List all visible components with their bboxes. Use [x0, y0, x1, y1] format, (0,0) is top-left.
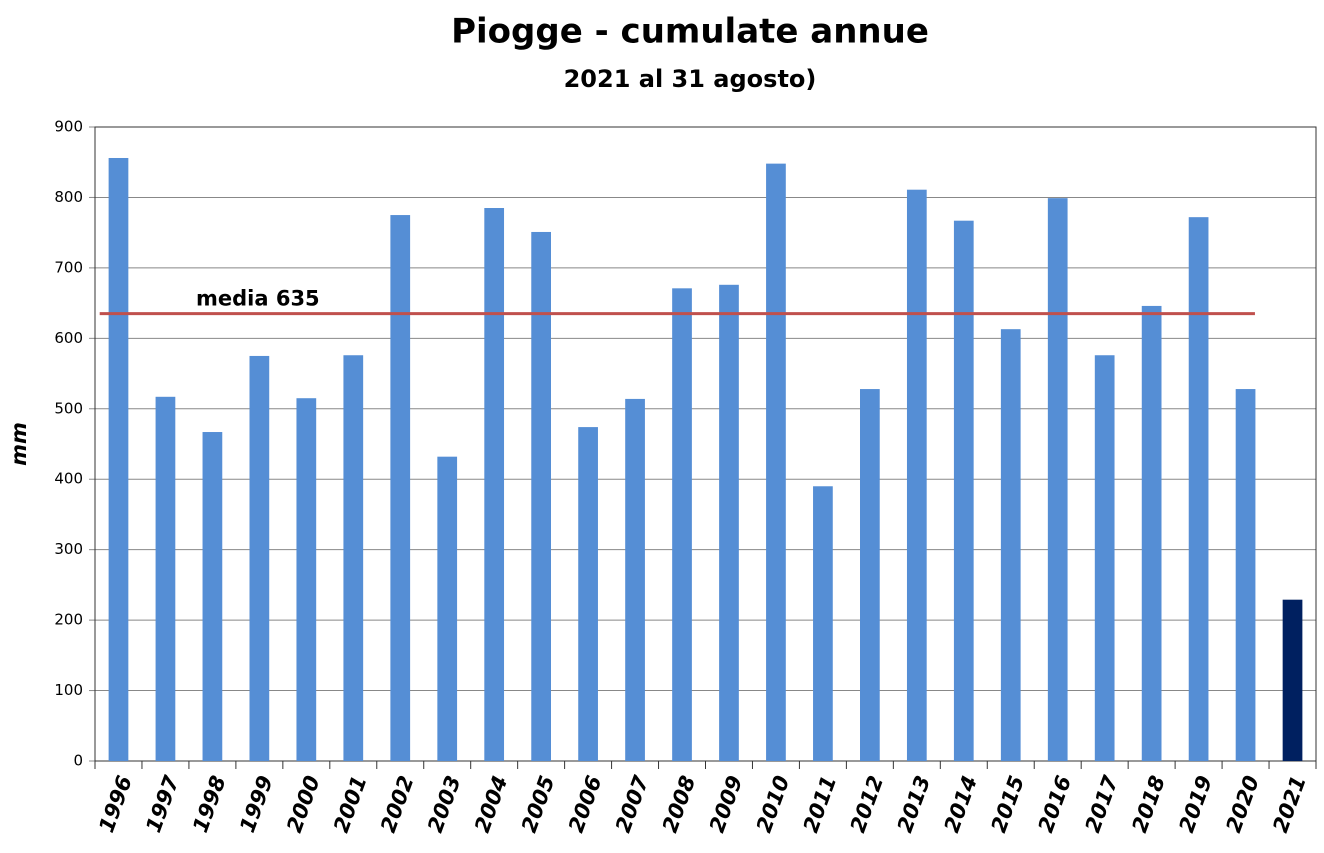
bar — [1094, 355, 1115, 761]
bar — [155, 396, 176, 761]
y-axis-label: mm — [7, 422, 31, 466]
x-tick-label: 2006 — [564, 773, 607, 836]
bar — [202, 432, 223, 761]
x-tick-label: 2018 — [1127, 773, 1170, 836]
x-tick-label: 1997 — [141, 772, 184, 835]
bar — [531, 231, 551, 761]
bar — [484, 208, 505, 761]
x-tick-label: 2001 — [329, 773, 372, 836]
x-tick-label: 2015 — [987, 773, 1030, 836]
y-tick-label: 300 — [54, 540, 83, 558]
bar — [343, 355, 364, 761]
x-tick-label: 2013 — [893, 773, 936, 836]
x-tick-label: 2017 — [1080, 772, 1123, 835]
chart-subtitle: 2021 al 31 agosto) — [564, 65, 817, 93]
bar — [1000, 329, 1021, 761]
bar — [766, 163, 786, 761]
bar — [390, 215, 411, 762]
plot-border — [94, 126, 1317, 762]
bar — [719, 284, 739, 761]
chart-title: Piogge - cumulate annue — [451, 12, 929, 52]
bar — [953, 220, 974, 762]
bar — [108, 157, 129, 762]
bar — [813, 486, 833, 761]
y-tick-label: 600 — [54, 329, 83, 347]
x-tick-label: 2019 — [1174, 773, 1217, 836]
bar — [1235, 389, 1256, 761]
y-tick-label: 100 — [54, 681, 83, 699]
x-tick-label: 2014 — [940, 773, 983, 836]
bar — [625, 398, 645, 761]
bar — [437, 456, 458, 761]
y-tick-label: 800 — [54, 188, 83, 206]
x-tick-label: 2007 — [611, 772, 654, 835]
x-tick-label: 2011 — [799, 773, 842, 836]
y-tick-label: 0 — [73, 752, 83, 770]
x-tick-label: 2010 — [752, 773, 795, 836]
bar — [1282, 599, 1303, 761]
bar — [1141, 305, 1162, 761]
bar — [296, 398, 317, 761]
x-tick-label: 2004 — [470, 773, 513, 836]
y-tick-label: 400 — [54, 470, 83, 488]
x-tick-label: 2003 — [423, 773, 466, 836]
bar — [578, 427, 598, 761]
x-tick-label: 1999 — [235, 773, 278, 836]
bar — [860, 389, 880, 761]
x-tick-label: 2009 — [705, 773, 748, 836]
x-tick-label: 2012 — [846, 773, 889, 836]
reference-label: media 635 — [196, 287, 320, 311]
bar — [1188, 217, 1209, 761]
x-tick-label: 2000 — [282, 773, 325, 836]
x-tick-label: 2002 — [376, 773, 419, 836]
x-tick-label: 1998 — [188, 773, 231, 836]
x-tick-label: 2021 — [1268, 773, 1311, 836]
bar — [906, 189, 927, 761]
bar — [672, 288, 692, 761]
bar — [249, 355, 270, 761]
y-tick-label: 200 — [54, 611, 83, 629]
y-tick-label: 900 — [54, 118, 83, 136]
x-tick-label: 2008 — [658, 773, 701, 836]
y-tick-label: 700 — [54, 258, 83, 276]
x-tick-label: 2016 — [1034, 773, 1077, 836]
bar — [1047, 198, 1068, 761]
x-tick-label: 2020 — [1221, 773, 1264, 836]
x-tick-label: 1996 — [94, 773, 137, 836]
x-tick-label: 2005 — [517, 773, 560, 836]
y-tick-label: 500 — [54, 399, 83, 417]
